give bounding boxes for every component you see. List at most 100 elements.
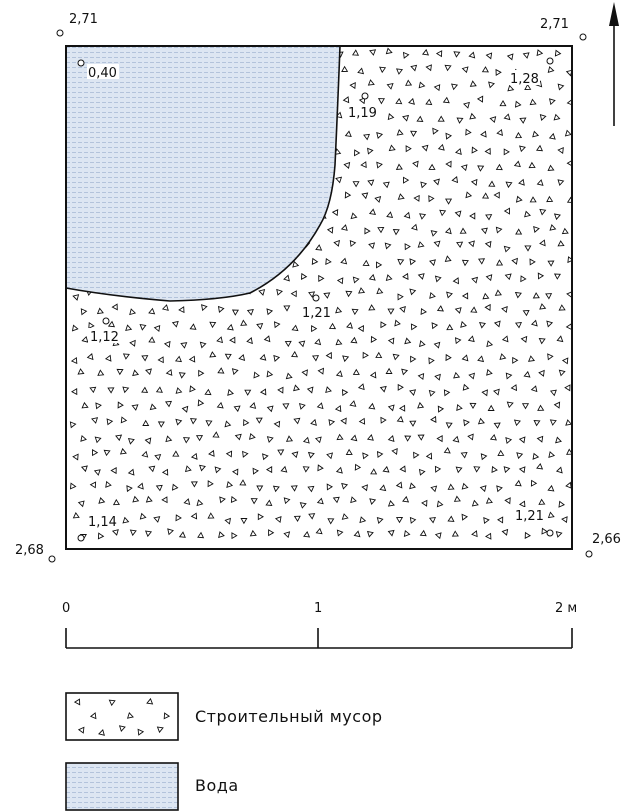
debris-triangle <box>481 389 488 397</box>
debris-triangle <box>250 498 258 505</box>
debris-triangle <box>532 452 540 460</box>
debris-triangle <box>340 417 347 425</box>
debris-triangle <box>462 383 470 391</box>
debris-triangle <box>350 336 358 344</box>
elevation-bottom-right-point: 1,21 <box>515 509 544 524</box>
debris-triangle <box>298 340 306 348</box>
debris-triangle <box>493 191 500 199</box>
debris-triangle <box>547 511 555 519</box>
debris-triangle <box>428 163 436 170</box>
debris-triangle <box>549 224 557 231</box>
debris-triangle <box>122 516 130 524</box>
debris-triangle <box>416 115 424 123</box>
debris-triangle <box>418 81 426 89</box>
debris-triangle <box>217 367 225 374</box>
debris-triangle <box>433 341 441 349</box>
debris-triangle <box>565 481 572 489</box>
debris-triangle <box>452 435 460 443</box>
debris-triangle <box>547 66 555 73</box>
debris-triangle <box>433 178 440 186</box>
debris-triangle <box>137 728 145 736</box>
debris-triangle <box>444 255 452 262</box>
debris-triangle <box>352 368 360 375</box>
debris-triangle <box>274 515 282 524</box>
debris-triangle <box>549 389 557 397</box>
elevation-bottom-right: 2,66 <box>592 532 621 547</box>
debris-triangle <box>301 369 308 377</box>
debris-triangle <box>89 386 97 394</box>
debris-triangle <box>317 464 324 472</box>
debris-triangle <box>97 369 105 376</box>
debris-triangle <box>174 355 183 363</box>
debris-triangle <box>328 419 336 427</box>
debris-triangle <box>377 98 385 105</box>
debris-triangle <box>387 404 395 412</box>
debris-triangle <box>301 272 308 280</box>
debris-triangle <box>454 210 462 218</box>
debris-triangle <box>293 515 301 523</box>
debris-triangle <box>259 353 267 361</box>
debris-triangle <box>129 339 136 347</box>
debris-triangle <box>72 294 80 301</box>
debris-triangle <box>514 291 522 299</box>
debris-triangle <box>384 242 392 250</box>
debris-triangle <box>368 242 376 250</box>
debris-triangle <box>434 373 441 381</box>
debris-triangle <box>91 417 99 424</box>
debris-triangle <box>188 355 196 363</box>
debris-triangle <box>480 453 488 461</box>
debris-triangle <box>470 306 478 313</box>
debris-triangle <box>529 196 537 203</box>
debris-triangle <box>387 308 395 315</box>
debris-triangle <box>445 198 453 205</box>
debris-triangle <box>385 367 393 374</box>
debris-triangle <box>463 419 470 427</box>
debris-triangle <box>515 131 523 139</box>
debris-triangle <box>518 466 526 474</box>
debris-triangle <box>471 499 479 507</box>
debris-triangle <box>524 245 532 252</box>
debris-triangle <box>93 469 101 476</box>
debris-triangle <box>197 399 205 407</box>
debris-triangle <box>153 516 161 523</box>
scale-tick-2: 2 м <box>555 601 577 616</box>
debris-triangle <box>545 293 553 300</box>
debris-triangle <box>340 257 348 265</box>
debris-triangle <box>227 388 234 396</box>
debris-triangle <box>484 303 491 312</box>
debris-triangle <box>266 405 274 413</box>
debris-triangle <box>137 482 144 490</box>
debris-triangle <box>566 98 572 106</box>
debris-triangle <box>549 419 557 426</box>
debris-triangle <box>244 389 252 396</box>
debris-triangle <box>111 303 118 311</box>
debris-triangle <box>92 449 99 457</box>
debris-triangle <box>430 485 438 493</box>
debris-triangle <box>325 258 332 266</box>
debris-triangle <box>77 368 85 375</box>
debris-triangle <box>189 385 196 393</box>
scale-tick-1: 1 <box>314 601 322 616</box>
debris-triangle <box>291 350 299 358</box>
debris-triangle <box>357 383 365 391</box>
debris-triangle <box>154 454 162 461</box>
debris-triangle <box>420 181 428 189</box>
debris-triangle <box>443 447 451 454</box>
debris-triangle <box>112 498 120 506</box>
debris-triangle <box>510 384 518 392</box>
debris-triangle <box>514 321 523 329</box>
corner-marker-bottom-right <box>585 550 593 558</box>
debris-triangle <box>445 353 452 362</box>
debris-triangle <box>503 148 510 156</box>
debris-triangle <box>493 388 500 396</box>
debris-triangle <box>553 113 561 121</box>
debris-triangle <box>332 496 340 504</box>
debris-triangle <box>483 516 490 525</box>
debris-triangle <box>397 383 404 391</box>
debris-triangle <box>538 337 546 345</box>
debris-triangle <box>567 256 572 264</box>
debris-triangle <box>428 516 437 524</box>
debris-triangle <box>359 516 367 524</box>
debris-triangle <box>201 304 208 312</box>
scale-tick-0: 0 <box>62 601 70 616</box>
